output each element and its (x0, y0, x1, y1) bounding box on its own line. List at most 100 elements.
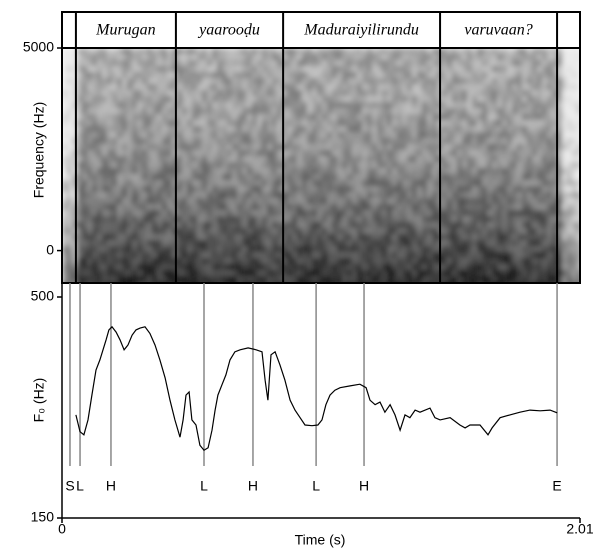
spectrogram-cell (387, 258, 392, 264)
spectrogram-cell (212, 138, 217, 144)
spectrogram-cell (342, 132, 347, 138)
spectrogram-cell (327, 204, 332, 210)
spectrogram-cell (182, 186, 187, 192)
spectrogram-cell (482, 54, 487, 60)
spectrogram-cell (287, 66, 292, 72)
spectrogram-cell (92, 114, 97, 120)
spectrogram-cell (162, 126, 167, 132)
spectrogram-cell (152, 204, 157, 210)
spectrogram-cell (227, 156, 232, 162)
spectrogram-cell (512, 78, 517, 84)
spectrogram-cell (197, 204, 202, 210)
spectrogram-cell (527, 150, 532, 156)
spectrogram-cell (292, 162, 297, 168)
spectrogram-cell (357, 246, 362, 252)
spectrogram-cell (142, 60, 147, 66)
spectrogram-cell (367, 90, 372, 96)
spectrogram-cell (102, 234, 107, 240)
spectrogram-cell (417, 216, 422, 222)
spectrogram-cell (277, 66, 282, 72)
spectrogram-cell (207, 276, 212, 282)
spectrogram-cell (467, 156, 472, 162)
spectrogram-cell (92, 198, 97, 204)
spectrogram-cell (217, 90, 222, 96)
spectrogram-cell (147, 126, 152, 132)
spectrogram-cell (272, 120, 277, 126)
spectrogram-cell (547, 126, 552, 132)
spectrogram-cell (457, 222, 462, 228)
spectrogram-cell (182, 198, 187, 204)
spectrogram-cell (572, 54, 577, 60)
spectrogram-cell (272, 228, 277, 234)
spectrogram-cell (372, 162, 377, 168)
spectrogram-cell (362, 276, 367, 282)
spectrogram-cell (382, 102, 387, 108)
spectrogram-cell (307, 156, 312, 162)
spectrogram-cell (112, 228, 117, 234)
spectrogram-cell (462, 144, 467, 150)
spectrogram-cell (527, 228, 532, 234)
spectrogram-cell (487, 174, 492, 180)
spectrogram-cell (242, 138, 247, 144)
spectrogram-cell (147, 114, 152, 120)
spectrogram-cell (457, 132, 462, 138)
spectrogram-cell (97, 108, 102, 114)
spectrogram-cell (507, 60, 512, 66)
spectrogram-cell (477, 162, 482, 168)
spectrogram-cell (452, 210, 457, 216)
spectrogram-cell (402, 276, 407, 282)
spectrogram-cell (542, 216, 547, 222)
spectrogram-cell (457, 252, 462, 258)
spectrogram-cell (422, 258, 427, 264)
spectrogram-cell (122, 54, 127, 60)
spectrogram-cell (352, 156, 357, 162)
spectrogram-cell (202, 114, 207, 120)
spectrogram-cell (347, 264, 352, 270)
spectrogram-cell (207, 150, 212, 156)
spectrogram-cell (502, 192, 507, 198)
spectrogram-cell (122, 174, 127, 180)
spectrogram-cell (257, 204, 262, 210)
spectrogram-cell (372, 102, 377, 108)
spectrogram-cell (397, 72, 402, 78)
spectrogram-cell (402, 168, 407, 174)
spectrogram-cell (347, 150, 352, 156)
spectrogram-cell (102, 90, 107, 96)
spectrogram-cell (317, 180, 322, 186)
spectrogram-cell (312, 174, 317, 180)
spectrogram-cell (262, 126, 267, 132)
spectrogram-cell (142, 276, 147, 282)
spectrogram-cell (202, 126, 207, 132)
spectrogram-cell (472, 60, 477, 66)
spectrogram-cell (137, 66, 142, 72)
spectrogram-cell (122, 168, 127, 174)
spectrogram-cell (572, 84, 577, 90)
spectrogram-cell (262, 114, 267, 120)
spectrogram-cell (252, 156, 257, 162)
spectrogram-cell (182, 234, 187, 240)
spectrogram-cell (372, 270, 377, 276)
spectrogram-cell (387, 144, 392, 150)
spectrogram-cell (432, 162, 437, 168)
spectrogram-cell (422, 60, 427, 66)
spectrogram-cell (157, 228, 162, 234)
spectrogram-cell (477, 222, 482, 228)
spectrogram-cell (512, 168, 517, 174)
spectrogram-cell (262, 84, 267, 90)
spectrogram-cell (452, 132, 457, 138)
spectrogram-cell (572, 240, 577, 246)
spectrogram-cell (392, 210, 397, 216)
spectrogram-cell (312, 66, 317, 72)
spectrogram-cell (167, 84, 172, 90)
spectrogram-cell (402, 144, 407, 150)
spectrogram-cell (262, 78, 267, 84)
spectrogram-cell (487, 234, 492, 240)
spectrogram-cell (567, 84, 572, 90)
spectrogram-cell (387, 66, 392, 72)
spectrogram-cell (247, 102, 252, 108)
spectrogram-cell (137, 240, 142, 246)
spectrogram-cell (372, 186, 377, 192)
spectrogram-cell (402, 156, 407, 162)
spectrogram-cell (147, 168, 152, 174)
spectrogram-cell (352, 120, 357, 126)
